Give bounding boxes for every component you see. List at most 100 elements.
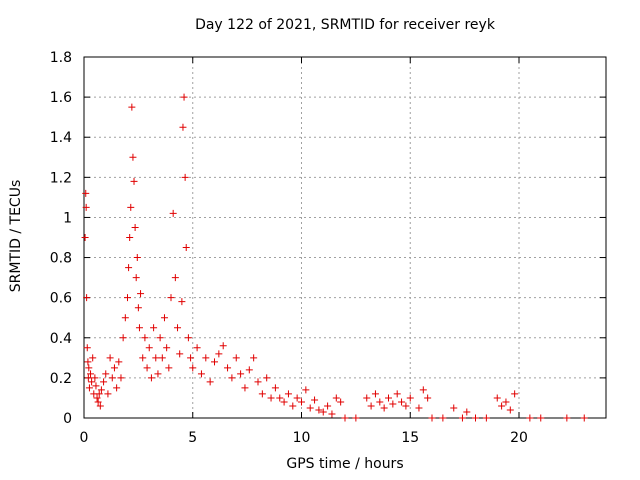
data-point <box>121 314 129 322</box>
data-point <box>128 103 136 111</box>
data-point <box>215 350 223 358</box>
y-tick-label: 1.4 <box>50 130 72 146</box>
data-point <box>96 402 104 410</box>
data-point <box>267 394 275 402</box>
data-point <box>526 414 534 422</box>
data-point <box>143 364 151 372</box>
y-tick-label: 0.4 <box>50 331 72 347</box>
x-tick-label: 20 <box>510 430 528 446</box>
data-point <box>498 402 506 410</box>
data-point <box>82 203 90 211</box>
y-axis-label: SRMTID / TECUs <box>8 179 24 293</box>
data-point <box>108 374 116 382</box>
y-tick-label: 1.8 <box>50 50 72 66</box>
data-point <box>91 374 99 382</box>
data-point <box>83 344 91 352</box>
data-point <box>563 414 571 422</box>
data-point <box>126 234 134 241</box>
data-point <box>406 394 414 402</box>
plot-frame <box>83 56 607 419</box>
data-point <box>232 354 240 362</box>
y-tick-label: 1.2 <box>50 170 72 186</box>
data-point <box>219 342 227 350</box>
data-point <box>284 390 292 398</box>
data-point <box>156 334 164 342</box>
data-point <box>506 406 514 414</box>
data-point <box>439 414 447 422</box>
data-point <box>133 254 141 262</box>
data-point <box>147 374 155 382</box>
data-point <box>104 390 112 398</box>
data-point <box>580 414 588 422</box>
data-point <box>280 398 288 406</box>
data-point <box>237 370 245 378</box>
data-point <box>380 404 388 412</box>
axis-ticks: 0 0.2 0.4 0.6 0.8 1 1.2 1.4 1.6 1.8 0 5 10 15 20 <box>50 50 606 446</box>
data-point <box>124 294 131 302</box>
data-point <box>117 374 125 382</box>
data-point <box>145 344 153 352</box>
data-point <box>363 394 371 402</box>
y-tick-label: 1.6 <box>50 90 72 106</box>
data-point <box>424 394 432 402</box>
y-tick-label: 0.8 <box>50 251 72 267</box>
data-point <box>92 382 100 390</box>
data-point <box>97 386 105 394</box>
data-point <box>428 414 436 422</box>
data-point <box>176 350 184 358</box>
x-tick-label: 10 <box>293 430 311 446</box>
data-point <box>206 378 214 386</box>
data-point <box>245 366 253 374</box>
data-point <box>328 410 336 418</box>
data-point <box>211 358 218 366</box>
data-point <box>129 153 137 161</box>
data-point <box>182 244 190 252</box>
data-point <box>131 223 139 231</box>
data-point <box>341 414 349 422</box>
data-point <box>263 374 271 382</box>
data-point <box>332 394 340 402</box>
data-point <box>402 402 410 410</box>
data-point <box>119 334 127 342</box>
data-point <box>152 354 160 362</box>
data-point <box>181 173 189 181</box>
data-points <box>81 93 588 422</box>
data-point <box>171 274 179 282</box>
data-point <box>293 394 301 402</box>
data-point <box>319 408 327 416</box>
data-point <box>419 386 427 394</box>
data-point <box>385 394 392 402</box>
data-point <box>165 364 173 372</box>
data-point <box>180 93 188 101</box>
data-point <box>125 264 133 272</box>
data-point <box>472 414 479 422</box>
data-point <box>160 314 168 322</box>
data-point <box>337 398 345 406</box>
data-point <box>134 304 142 312</box>
data-point <box>276 394 284 402</box>
data-point <box>137 290 145 298</box>
data-point <box>258 390 266 398</box>
data-point <box>398 398 406 406</box>
data-point <box>141 334 149 342</box>
data-point <box>95 390 103 398</box>
data-point <box>84 374 92 382</box>
data-point <box>82 189 90 197</box>
data-point <box>83 294 91 302</box>
data-point <box>85 384 93 392</box>
data-point <box>102 370 110 378</box>
data-point <box>376 398 384 406</box>
data-point <box>511 390 519 398</box>
data-point <box>135 324 143 332</box>
data-point <box>197 370 205 378</box>
data-point <box>298 398 305 406</box>
data-point <box>174 324 182 332</box>
y-tick-label: 0.6 <box>50 291 72 307</box>
data-point <box>415 404 423 412</box>
data-point <box>110 364 118 372</box>
data-point <box>315 406 323 414</box>
data-point <box>89 354 97 362</box>
y-tick-label: 1 <box>63 210 72 226</box>
data-point <box>202 354 210 362</box>
